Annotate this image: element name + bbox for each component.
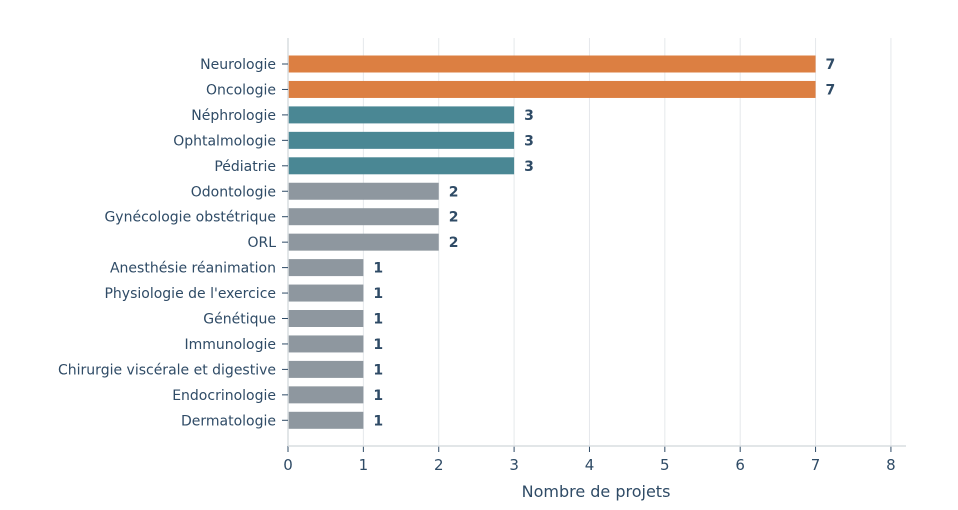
category-label: Neurologie [200, 57, 276, 73]
value-label: 3 [524, 133, 534, 149]
category-label: Immunologie [184, 337, 276, 353]
category-label: Pédiatrie [214, 159, 276, 175]
value-label: 1 [373, 388, 383, 404]
value-label: 1 [373, 312, 383, 328]
bar [288, 106, 515, 124]
category-label: ORL [247, 235, 276, 251]
value-label: 1 [373, 337, 383, 353]
category-label: Néphrologie [191, 108, 276, 124]
bar [288, 259, 364, 277]
bar [288, 182, 439, 200]
category-label: Oncologie [206, 82, 276, 98]
value-label: 2 [449, 210, 459, 226]
grid-lines [287, 38, 892, 446]
value-label: 2 [449, 235, 459, 251]
bar [288, 386, 364, 404]
x-tick-label: 3 [509, 456, 519, 474]
value-label: 3 [524, 108, 534, 124]
bar [288, 55, 816, 73]
x-tick-label: 8 [886, 456, 896, 474]
category-label: Chirurgie viscérale et digestive [58, 362, 276, 378]
bar [288, 157, 515, 175]
value-label: 1 [373, 413, 383, 429]
value-labels: 7 7 3 3 3 2 2 2 1 1 1 1 1 1 1 [373, 57, 835, 429]
category-label: Ophtalmologie [173, 133, 276, 149]
bar [288, 411, 364, 429]
bar [288, 284, 364, 302]
category-label: Dermatologie [181, 413, 276, 429]
bars [288, 55, 816, 429]
x-tick-label: 1 [359, 456, 369, 474]
value-label: 1 [373, 286, 383, 302]
bar [288, 360, 364, 378]
bar [288, 80, 816, 98]
x-tick-label: 0 [283, 456, 293, 474]
x-tick-label: 7 [811, 456, 821, 474]
bar [288, 131, 515, 149]
value-label: 2 [449, 184, 459, 200]
value-label: 3 [524, 159, 534, 175]
category-label: Endocrinologie [172, 388, 276, 404]
bar [288, 310, 364, 327]
bar [288, 335, 364, 353]
category-label: Anesthésie réanimation [110, 261, 276, 277]
bar [288, 233, 439, 251]
category-label: Gynécologie obstétrique [104, 210, 276, 226]
x-tick-label: 4 [585, 456, 595, 474]
category-label: Odontologie [191, 184, 276, 200]
x-axis: 0 1 2 3 4 5 6 7 8 [282, 38, 906, 474]
bar [288, 208, 439, 226]
value-label: 1 [373, 261, 383, 277]
category-label: Génétique [203, 312, 276, 328]
value-label: 7 [826, 82, 836, 98]
value-label: 1 [373, 362, 383, 378]
x-tick-label: 2 [434, 456, 444, 474]
x-tick-label: 6 [735, 456, 745, 474]
x-tick-label: 5 [660, 456, 670, 474]
category-label: Physiologie de l'exercice [104, 286, 276, 302]
value-label: 7 [826, 57, 836, 73]
x-axis-title: Nombre de projets [522, 482, 671, 501]
category-labels: Neurologie Oncologie Néphrologie Ophtalmolo… [58, 57, 276, 429]
